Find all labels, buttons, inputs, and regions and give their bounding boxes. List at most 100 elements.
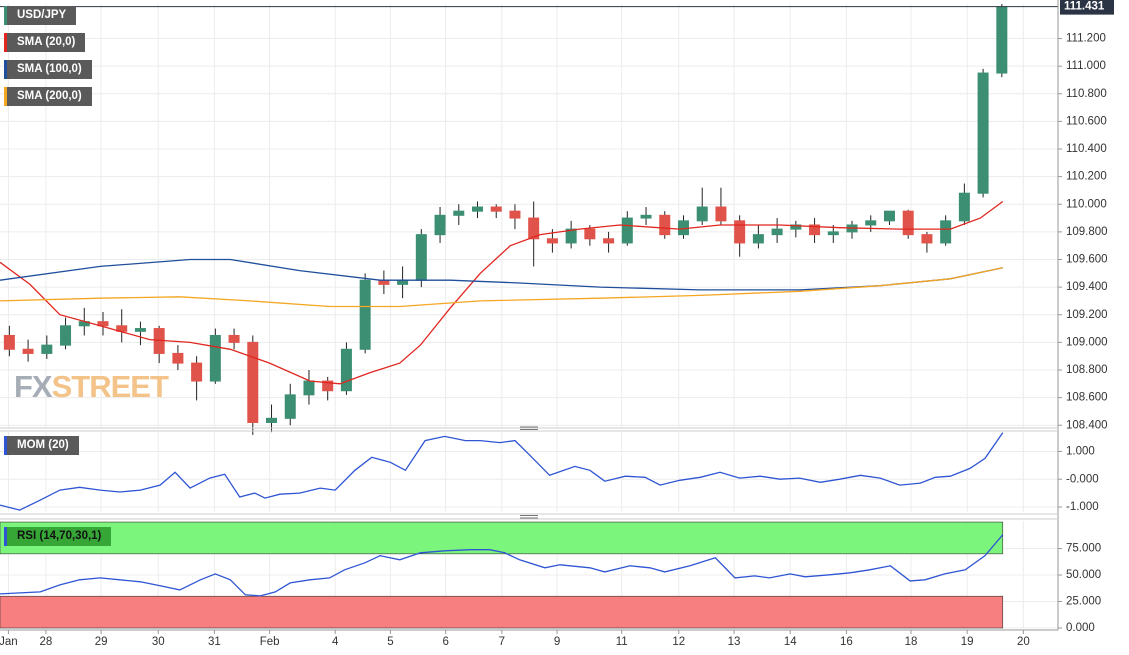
candle-body (284, 394, 296, 419)
candle-body (528, 217, 540, 240)
candle-body (603, 238, 615, 244)
candle-body (771, 228, 783, 236)
y-tick-label: 110.000 (1066, 198, 1107, 210)
x-tick-label: 18 (905, 636, 918, 648)
line-series (0, 534, 1004, 597)
candle-body (546, 238, 558, 244)
legend-entry: MOM (20) (4, 436, 79, 455)
rsi-band (0, 595, 1004, 629)
legend-entry: SMA (20,0) (4, 33, 86, 52)
candle-body (584, 228, 596, 240)
candle-body (209, 334, 221, 382)
candle-body (41, 344, 53, 354)
y-tick-label: 110.600 (1066, 115, 1107, 127)
bands (0, 521, 1004, 629)
axis: Jan 28 29 30 31 Feb 4 5 6 7 9 11 12 13 14 16 18 19 20 111.2… (0, 0, 1114, 648)
candle-body (659, 214, 671, 236)
y-tick-label: 108.800 (1066, 364, 1108, 376)
x-tick-label: 13 (728, 636, 741, 648)
candle-body (434, 214, 446, 236)
candle-body (958, 192, 970, 222)
candle-body (490, 206, 502, 212)
y-tick-label: 110.800 (1066, 88, 1107, 100)
line-series (0, 267, 1003, 308)
legend-entry: SMA (200,0) (4, 87, 92, 106)
candle-body (509, 210, 521, 219)
watermark: FXSTREET (14, 369, 169, 404)
x-tick-label: 14 (784, 636, 797, 648)
legend-entry: RSI (14,70,30,1) (4, 527, 112, 546)
y-tick-label: 111.000 (1066, 60, 1106, 72)
candle-body (921, 234, 933, 244)
last-price-box (1060, 0, 1114, 15)
watermark-street: STREET (52, 369, 169, 404)
candle-body (134, 328, 146, 332)
line-series (0, 200, 1004, 385)
candle-body (228, 334, 240, 343)
candle-body (60, 325, 72, 346)
y-tick-label: 0.000 (1066, 622, 1095, 634)
candle-body (359, 279, 371, 350)
x-tick-label: 6 (442, 636, 448, 648)
x-tick-label: Feb (260, 636, 280, 648)
rsi-band (0, 521, 1004, 555)
candle-body (415, 234, 427, 281)
candle-body (340, 348, 352, 392)
x-tick-label: 30 (152, 636, 165, 648)
watermark-fx: FX (14, 369, 53, 404)
candle-body (22, 348, 34, 354)
candle-body (565, 228, 577, 244)
marks (0, 4, 1058, 597)
panel-handle (520, 426, 538, 519)
candle-body (752, 234, 764, 244)
candle-body (322, 380, 334, 392)
legend-entry: SMA (100,0) (4, 60, 92, 79)
x-tick-label: 9 (554, 636, 560, 648)
candle-body (172, 352, 184, 364)
y-tick-label: 110.200 (1066, 171, 1107, 183)
x-tick-label: 7 (499, 636, 505, 648)
candle-body (940, 220, 952, 244)
y-tick-label: 109.000 (1066, 336, 1108, 348)
y-tick-label: 1.000 (1066, 445, 1095, 457)
candle-body (865, 220, 877, 226)
x-tick-label: 19 (961, 636, 974, 648)
x-tick-label: 12 (672, 636, 685, 648)
y-tick-label: 108.400 (1066, 419, 1108, 431)
candle-body (715, 206, 727, 222)
x-tick-label: 11 (616, 636, 628, 648)
candle-body (883, 210, 895, 222)
candle-body (790, 224, 802, 230)
x-tick-label: 20 (1017, 636, 1030, 648)
candle-body (977, 72, 989, 194)
candle-body (902, 210, 914, 236)
y-tick-label: -1.000 (1066, 501, 1099, 513)
candle-body (696, 206, 708, 222)
y-tick-label: 110.400 (1066, 143, 1107, 155)
x-tick-label: 5 (387, 636, 393, 648)
x-tick-label: Jan (0, 636, 18, 648)
candle-body (809, 224, 821, 236)
last-price-label: 111.431 (1064, 1, 1105, 13)
y-tick-label: 109.600 (1066, 254, 1108, 266)
y-tick-label: 108.600 (1066, 392, 1108, 404)
candle-body (640, 214, 652, 219)
candle-body (303, 380, 315, 396)
candle-body (453, 210, 465, 216)
y-tick-label: 111.200 (1066, 33, 1106, 45)
x-tick-label: 31 (208, 636, 221, 648)
candle-body (472, 206, 484, 212)
candle-body (3, 334, 15, 350)
candle-body (191, 362, 203, 382)
y-tick-label: -0.000 (1066, 473, 1099, 485)
candle-body (734, 220, 746, 244)
line-series (0, 432, 1004, 511)
candle-body (97, 321, 109, 327)
candle-body (266, 417, 278, 423)
candle-body (621, 217, 633, 244)
y-tick-label: 50.000 (1066, 569, 1101, 581)
candle-body (247, 341, 259, 423)
y-tick-label: 25.000 (1066, 596, 1101, 608)
